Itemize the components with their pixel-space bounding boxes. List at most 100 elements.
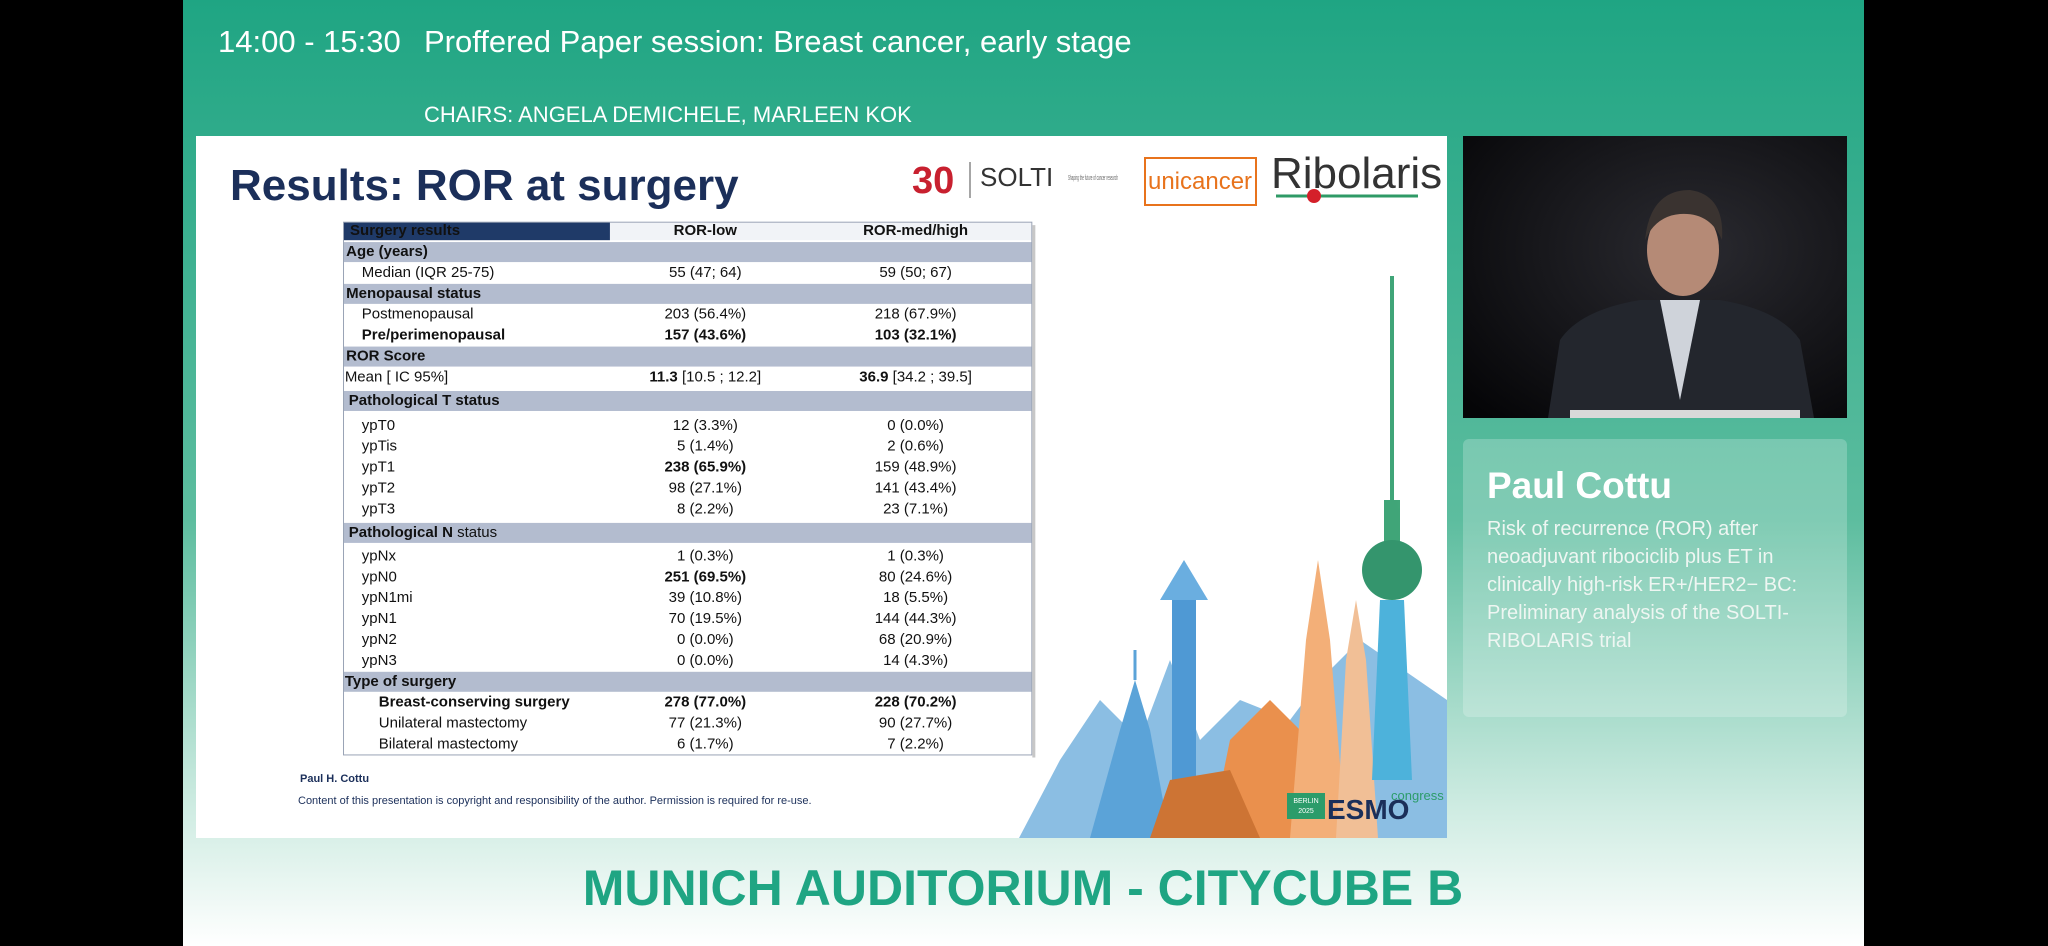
ror-low-value: 6 (1.7%) [677,735,734,752]
building-dark [1150,770,1260,838]
talk-line: Preliminary analysis of the SOLTI- [1487,602,1789,624]
talk-title: Risk of recurrence (ROR) after neoadjuvan… [1487,518,1797,652]
ribolaris-logo: Ribolaris [1271,149,1442,198]
ror-low-value: 5 (1.4%) [677,438,734,455]
ror-high-value-part: 36.9 [859,368,888,385]
section-band [343,390,1032,411]
row-label-part: Breast-conserving surgery [379,694,571,711]
skyline-illustration [1019,276,1447,838]
ror-high-value: 103 (32.1%) [875,327,957,344]
ror-low-value: 70 (19.5%) [669,610,742,627]
statue [1160,560,1208,600]
row-label: ypT2 [362,479,395,496]
section-label: Age (years) [346,243,428,260]
solti-logo: SOLTI [980,162,1053,192]
ror-low-value: 11.3 [10.5 ; 12.2] [649,368,761,385]
ror-low-value: 98 (27.1%) [669,479,742,496]
speaker-hair [1645,190,1723,240]
row-label: ypN2 [362,631,397,648]
section-label: Type of surgery [345,673,457,690]
row-label: Pre/perimenopausal [362,327,505,344]
ror-low-value-part: [10.5 ; 12.2] [678,368,761,385]
ror-low-value: 0 (0.0%) [677,631,734,648]
ror-low-value-part: 278 (77.0%) [664,694,746,711]
session-time: 14:00 - 15:30 [218,24,401,59]
section-band [343,242,1032,263]
unicancer-box [1144,157,1257,206]
row-label: ypN3 [362,652,397,669]
section-label: Pathological N status [349,524,497,541]
ror-high-value: 14 (4.3%) [883,652,948,669]
ror-low-value: 55 (47; 64) [669,264,742,281]
ror-low-value: 1 (0.3%) [677,547,734,564]
column-header: ROR-low [674,222,738,239]
ror-low-value-part: 251 (69.5%) [664,568,746,585]
row-label: ypT0 [362,417,395,434]
ror-low-value: 12 (3.3%) [673,417,738,434]
spire-right [1336,600,1378,838]
esmo-year: 2025 [1298,808,1314,815]
venue: MUNICH AUDITORIUM - CITYCUBE B [583,860,1464,916]
ror-low-value: 238 (65.9%) [664,459,746,476]
row-label: Breast-conserving surgery [379,694,571,711]
ror-low-value: 203 (56.4%) [664,306,746,323]
section-band [343,283,1032,304]
talk-line: Risk of recurrence (ROR) after [1487,518,1759,540]
section-label-part: Pathological N [349,524,453,541]
row-label: Mean [ IC 95%] [345,368,448,385]
column-header: ROR-med/high [863,222,968,239]
ror-high-value: 68 (20.9%) [879,631,952,648]
row-label: ypT3 [362,500,395,517]
church [1090,680,1170,838]
row-label: Unilateral mastectomy [379,715,528,732]
ror-high-value: 18 (5.5%) [883,589,948,606]
section-band [343,522,1032,543]
row-label: Median (IQR 25-75) [362,264,495,281]
row-label: ypT1 [362,459,395,476]
slide-notice: Content of this presentation is copyrigh… [298,795,812,807]
solti-mark: 30 [912,160,954,202]
results-table: Surgery results ROR-low ROR-med/high Age (y… [343,221,1036,758]
ror-high-value: 36.9 [34.2 ; 39.5] [859,368,972,385]
speaker-card [1463,439,1847,717]
ror-high-value: 59 (50; 67) [879,264,952,281]
speaker-figure [1548,190,1814,418]
ror-high-value: 144 (44.3%) [875,610,957,627]
ror-low-value: 0 (0.0%) [677,652,734,669]
ror-low-value: 157 (43.6%) [664,327,746,344]
section-band [343,346,1032,367]
ror-high-value: 2 (0.6%) [887,438,944,455]
ror-high-value: 141 (43.4%) [875,479,957,496]
ribolaris-dot [1307,189,1321,203]
ror-low-value: 8 (2.2%) [677,500,734,517]
row-label: ypN1 [362,610,397,627]
header-band [609,222,1032,241]
row-label: ypNx [362,547,397,564]
spire-left [1290,560,1346,838]
talk-line: clinically high-risk ER+/HER2− BC: [1487,574,1797,596]
session-chairs: CHAIRS: ANGELA DEMICHELE, MARLEEN KOK [424,102,912,127]
ror-high-value: 80 (24.6%) [879,568,952,585]
section-label-part: status [453,524,497,541]
row-label: ypN0 [362,568,397,585]
ror-low-value-part: 11.3 [649,368,677,385]
esmo-city: BERLIN [1293,798,1318,805]
ror-high-value: 1 (0.3%) [887,547,944,564]
ror-low-value-part: 238 (65.9%) [664,459,746,476]
table-border [343,221,1033,756]
tv-tower-shaft [1372,600,1412,780]
ror-low-value: 39 (10.8%) [669,589,742,606]
ror-high-value-part: 228 (70.2%) [875,694,957,711]
ror-high-value-part: [34.2 ; 39.5] [888,368,971,385]
row-label: ypN1mi [362,589,413,606]
session-title: Proffered Paper session: Breast cancer, … [424,24,1132,59]
slide-author: Paul H. Cottu [300,773,369,785]
unicancer-logo: unicancer [1148,168,1252,195]
solti-tagline: Shaping the future of cancer research [1068,175,1118,182]
header-cell [343,222,610,241]
ror-high-value: 7 (2.2%) [887,735,944,752]
talk-line: RIBOLARIS trial [1487,630,1631,652]
ror-high-value: 228 (70.2%) [875,694,957,711]
esmo-logo: ESMO [1327,794,1409,825]
